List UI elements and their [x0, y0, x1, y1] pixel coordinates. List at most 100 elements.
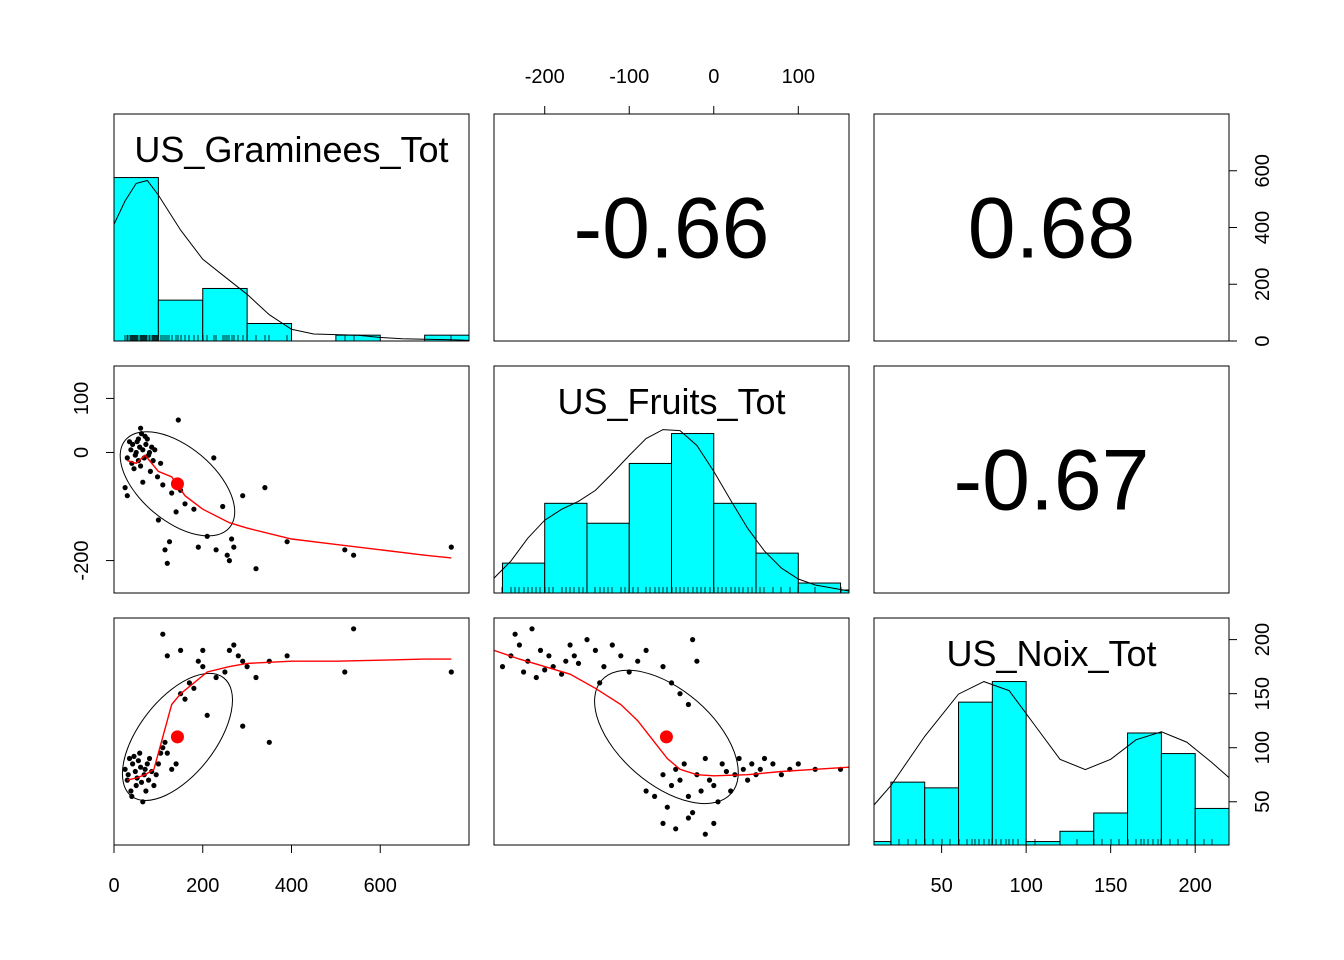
tick-label: 100 [1252, 731, 1274, 764]
tick-label: 400 [275, 875, 308, 897]
scatter-point [262, 485, 268, 491]
scatter-point [711, 820, 717, 827]
scatter-point [173, 509, 179, 515]
scatter-point [685, 815, 692, 821]
correlation-label: 0.68 [968, 181, 1135, 277]
variable-name: US_Graminees_Tot [134, 129, 448, 170]
scatter-point [643, 788, 649, 794]
scatter-point [140, 447, 146, 453]
scatter-point [592, 647, 599, 654]
scatter-point [761, 755, 768, 762]
tick-label: 150 [1094, 875, 1127, 897]
scatter-point [266, 739, 272, 745]
scatter-point [154, 474, 161, 480]
panel-frame [493, 365, 850, 594]
scatter-point [164, 560, 170, 566]
scatter-point [122, 766, 128, 772]
scatter-point [673, 766, 679, 772]
histogram-bar [873, 841, 892, 846]
scatter-point [164, 653, 170, 659]
scatter-point [138, 425, 144, 431]
tick-label: 400 [1252, 211, 1274, 244]
histogram-bar [501, 562, 546, 594]
axes-layer [106, 106, 1237, 853]
scatter-point [138, 463, 144, 469]
histogram-bar [544, 502, 588, 594]
scatter-point [571, 653, 577, 659]
density-curve [493, 429, 850, 592]
scatter-point [142, 766, 148, 772]
marks-layer [113, 179, 1230, 845]
scatter-point [182, 501, 188, 507]
scatter-point [164, 750, 170, 756]
scatter-point [162, 547, 168, 553]
scatter-point [135, 436, 141, 442]
tick-label: -200 [525, 66, 565, 88]
panel-frame [873, 365, 1230, 594]
histogram-bar [755, 552, 799, 594]
scatter-point [537, 647, 544, 654]
histogram-bar [586, 522, 630, 594]
scatter-point [512, 631, 518, 637]
scatter-point [132, 768, 138, 775]
histogram-bar [113, 177, 159, 342]
scatter-point [770, 761, 776, 767]
scatter-point [567, 642, 573, 648]
scatter-point [155, 761, 161, 767]
scatter-point [253, 674, 259, 681]
scatter-point [143, 441, 149, 447]
scatter-point [660, 820, 666, 827]
scatter-point [224, 552, 230, 558]
scatter-point [677, 777, 683, 783]
histogram-bar [924, 787, 960, 846]
scatter-point [685, 701, 692, 708]
scatter-point [550, 664, 556, 670]
text-layer: US_Graminees_Tot US_Fruits_Tot US_Noix_Tot… [71, 66, 1274, 897]
histogram-bar [991, 681, 1027, 846]
scatter-point [240, 658, 246, 664]
scatter-point [795, 761, 801, 767]
scatter-point [211, 455, 217, 461]
scatter-point [122, 485, 128, 491]
scatter-point [173, 761, 179, 767]
scatter-point [660, 772, 666, 778]
tick-label: 150 [1252, 677, 1274, 710]
tick-label: 0 [71, 447, 93, 458]
scatter-point [728, 788, 734, 794]
scatter-point [244, 664, 250, 670]
scatter-point [235, 653, 241, 659]
histogram-bar [1194, 807, 1230, 846]
tick-label: 100 [71, 382, 93, 415]
scatter-point [124, 493, 130, 499]
scatter-point [147, 468, 153, 474]
panel-frame [113, 365, 470, 594]
scatter-point [231, 544, 237, 550]
scatter-point [702, 831, 708, 837]
mean-point [659, 730, 673, 744]
scatter-point [740, 766, 746, 772]
scatter-point [643, 647, 649, 654]
tick-label: -100 [609, 66, 649, 88]
scatter-point [609, 642, 615, 648]
histogram-bar [202, 287, 248, 342]
scatter-point [660, 664, 666, 670]
scatter-point [131, 753, 137, 760]
scatter-point [690, 810, 696, 816]
scatter-point [351, 626, 357, 632]
scatter-point [694, 658, 700, 664]
scatter-point [253, 566, 259, 572]
correlation-ellipse [121, 672, 233, 801]
mean-point [170, 730, 184, 744]
scatter-point [284, 653, 290, 659]
scatter-point [162, 739, 168, 745]
tick-label: 200 [1252, 623, 1274, 656]
scatter-point [542, 667, 548, 673]
scatter-point [151, 782, 157, 789]
correlation-label: -0.66 [573, 181, 769, 277]
scatter-point [124, 455, 130, 461]
tick-label: -200 [71, 541, 93, 581]
scatter-point [169, 766, 175, 772]
histogram-bar [713, 502, 757, 594]
scatter-point [673, 826, 679, 832]
scatter-point [213, 547, 219, 553]
